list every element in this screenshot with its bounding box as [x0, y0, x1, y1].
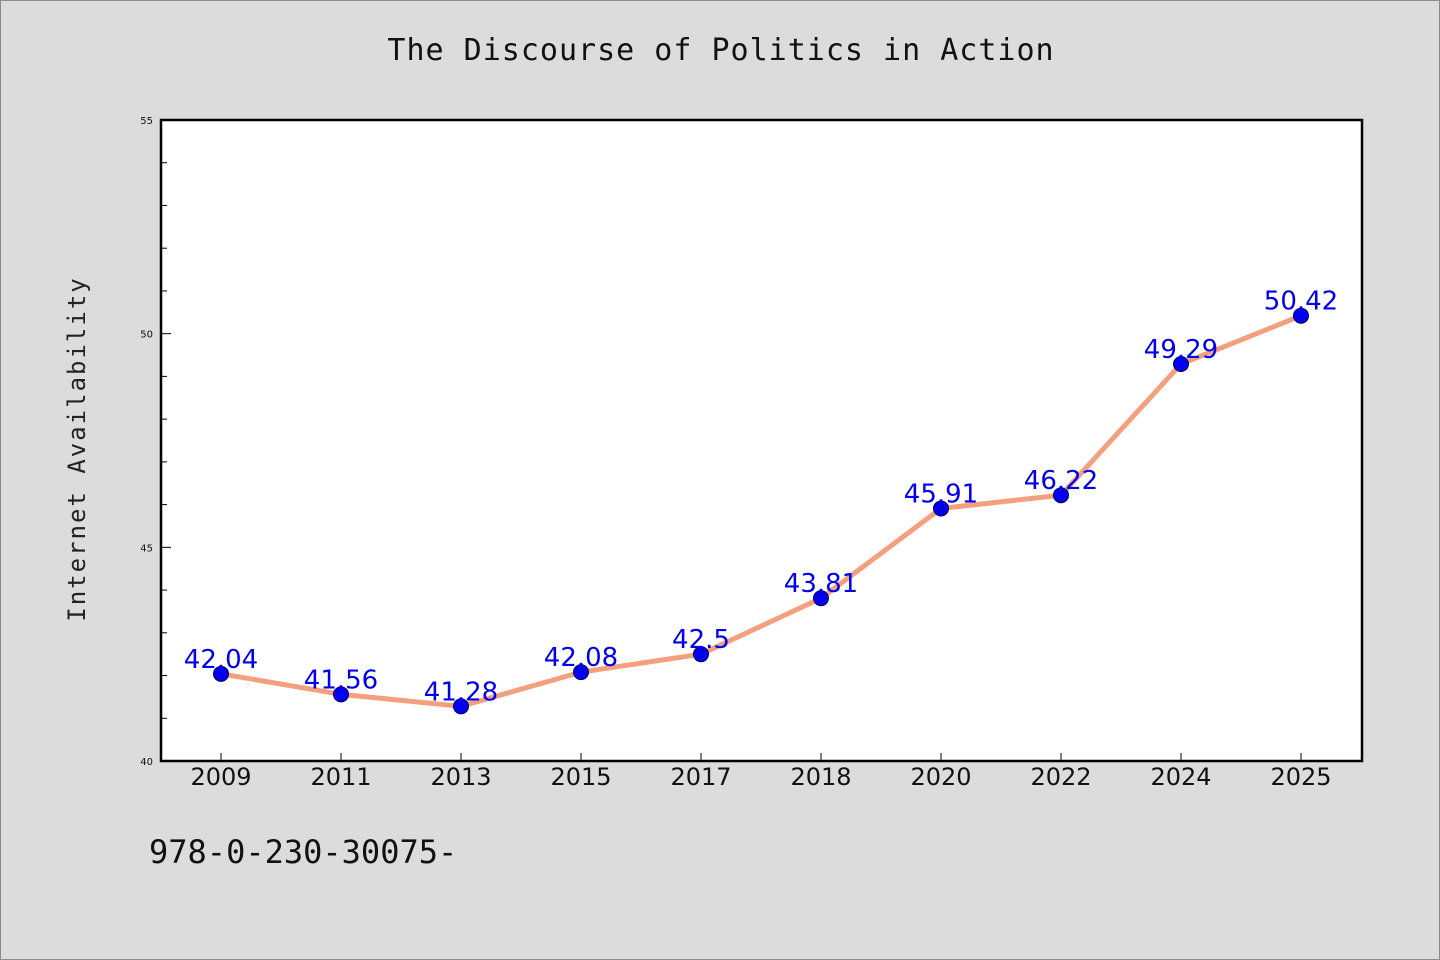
x-tick-label: 2025 — [1270, 763, 1331, 791]
chart-title: The Discourse of Politics in Action — [387, 33, 1055, 68]
x-tick-label: 2013 — [430, 763, 491, 791]
data-label: 41.56 — [304, 665, 378, 695]
data-label: 43.81 — [784, 569, 858, 599]
y-tick-label: 40 — [140, 757, 153, 768]
x-tick-label: 2018 — [790, 763, 851, 791]
data-point — [693, 646, 709, 663]
data-point — [573, 664, 589, 681]
data-label: 42.08 — [544, 643, 618, 673]
y-tick-label: 50 — [140, 330, 153, 341]
data-label: 41.28 — [424, 677, 498, 707]
data-point — [1293, 307, 1309, 324]
x-tick-label: 2020 — [910, 763, 971, 791]
data-point — [213, 665, 229, 682]
data-label: 42.5 — [672, 625, 730, 655]
footer-code: 978-0-230-30075- — [149, 833, 458, 871]
x-tick-label: 2011 — [310, 763, 371, 791]
data-label: 42.04 — [184, 645, 258, 675]
data-label: 45.91 — [904, 479, 978, 509]
x-tick-label: 2015 — [550, 763, 611, 791]
y-tick-label: 45 — [140, 543, 153, 554]
y-tick-label: 55 — [140, 116, 153, 127]
data-point — [333, 686, 349, 703]
data-point — [813, 590, 829, 607]
data-point — [1053, 487, 1069, 504]
data-label: 46.22 — [1024, 466, 1098, 496]
series-line — [218, 313, 1304, 709]
plot-area — [159, 118, 1364, 763]
data-point — [453, 698, 469, 715]
data-point — [1173, 356, 1189, 373]
x-tick-label: 2017 — [670, 763, 731, 791]
x-tick-label: 2009 — [190, 763, 251, 791]
data-point — [933, 500, 949, 517]
x-tick-label: 2024 — [1150, 763, 1211, 791]
data-label: 50.42 — [1264, 287, 1338, 317]
x-tick-label: 2022 — [1030, 763, 1091, 791]
data-label: 49.29 — [1144, 335, 1218, 365]
